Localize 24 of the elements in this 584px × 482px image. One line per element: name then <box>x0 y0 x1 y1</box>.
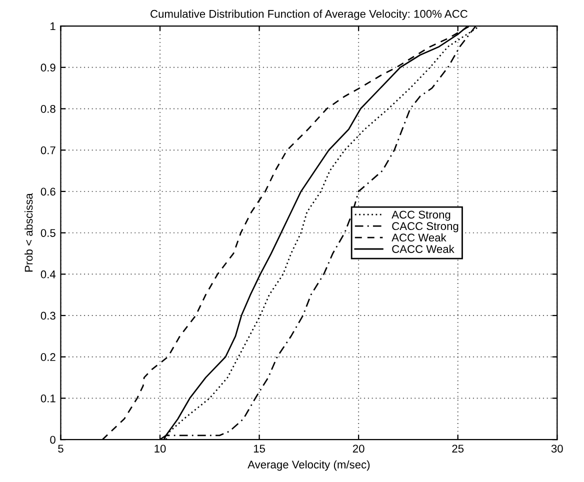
y-tick-label: 0.6 <box>40 188 56 196</box>
y-tick-label: 0.5 <box>40 229 56 237</box>
y-tick-label: 0.1 <box>40 394 56 402</box>
y-tick-label: 0.3 <box>40 312 56 320</box>
y-tick-label: 1 <box>50 22 56 30</box>
chart-title: Cumulative Distribution Function of Average Velocity: 100% ACC <box>150 10 468 20</box>
x-axis-title: Average Velocity (m/sec) <box>248 460 370 471</box>
y-tick-label: 0.4 <box>40 270 56 278</box>
x-tick-label: 10 <box>154 444 166 453</box>
y-tick-label: 0.7 <box>40 146 56 154</box>
x-tick-label: 30 <box>551 444 563 453</box>
y-tick-label: 0.9 <box>40 64 56 72</box>
x-tick-label: 15 <box>254 444 266 453</box>
x-tick-label: 20 <box>352 444 364 453</box>
y-tick-label: 0.8 <box>40 105 56 113</box>
legend-label: ACC Weak <box>392 233 446 242</box>
x-tick-label: 25 <box>452 444 464 453</box>
y-tick-label: 0 <box>50 436 56 444</box>
legend-label: ACC Strong <box>392 210 450 221</box>
y-axis-title: Prob < abscissa <box>24 193 33 272</box>
y-tick-label: 0.2 <box>40 353 56 362</box>
legend-label: CACC Weak <box>392 244 454 253</box>
legend-label: CACC Strong <box>392 222 458 232</box>
x-tick-label: 5 <box>58 444 64 453</box>
